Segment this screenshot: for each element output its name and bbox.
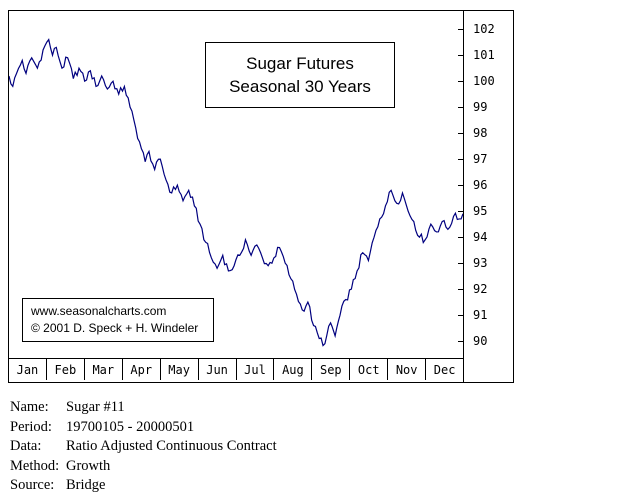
y-tick-mark-93 — [458, 263, 463, 264]
meta-value: Growth — [66, 457, 111, 474]
x-axis-month-row: Jan Feb Mar Apr May Jun Jul Aug Sep Oct Nov Dec — [9, 358, 463, 380]
meta-row-period: Period: 19700105 - 20000501 — [10, 418, 277, 438]
chart-metadata-block: Name: Sugar #11 Period: 19700105 - 20000501… — [10, 398, 277, 496]
y-tick-label-101: 101 — [473, 48, 495, 63]
y-tick-mark-100 — [458, 81, 463, 82]
meta-value: Ratio Adjusted Continuous Contract — [66, 438, 277, 454]
y-tick-mark-101 — [458, 55, 463, 56]
y-tick-mark-95 — [458, 211, 463, 212]
month-label-mar: Mar — [85, 359, 123, 380]
y-tick-mark-92 — [458, 289, 463, 290]
y-tick-label-98: 98 — [473, 126, 488, 141]
meta-row-name: Name: Sugar #11 — [10, 398, 277, 418]
seasonal-line-chart — [9, 38, 463, 347]
y-axis-divider — [463, 11, 464, 382]
chart-frame: Sugar Futures Seasonal 30 Years www.seas… — [8, 10, 514, 383]
month-label-aug: Aug — [274, 359, 313, 380]
y-tick-label-93: 93 — [473, 256, 488, 271]
watermark-copyright: © 2001 D. Speck + H. Windeler — [31, 321, 199, 335]
y-tick-mark-96 — [458, 185, 463, 186]
month-label-may: May — [161, 359, 199, 380]
month-label-jun: Jun — [199, 359, 237, 380]
month-label-jan: Jan — [9, 359, 47, 380]
y-tick-mark-102 — [458, 29, 463, 30]
y-tick-mark-94 — [458, 237, 463, 238]
month-label-feb: Feb — [47, 359, 85, 380]
y-tick-label-102: 102 — [473, 22, 495, 37]
meta-label: Source: — [10, 477, 55, 493]
y-tick-mark-90 — [458, 341, 463, 342]
meta-label: Name: — [10, 399, 49, 415]
meta-row-method: Method: Growth — [10, 457, 277, 477]
month-label-nov: Nov — [388, 359, 427, 380]
y-tick-mark-99 — [458, 107, 463, 108]
y-tick-label-91: 91 — [473, 308, 488, 323]
y-tick-label-97: 97 — [473, 152, 488, 167]
meta-label: Method: — [10, 457, 60, 474]
y-tick-mark-97 — [458, 159, 463, 160]
chart-title-box: Sugar Futures Seasonal 30 Years — [205, 42, 395, 108]
month-label-dec: Dec — [433, 362, 456, 377]
y-tick-mark-91 — [458, 315, 463, 316]
meta-row-data: Data: Ratio Adjusted Continuous Contract — [10, 437, 277, 457]
price-line — [9, 38, 463, 347]
watermark-url: www.seasonalcharts.com — [31, 304, 167, 318]
meta-row-source: Source: Bridge — [10, 476, 277, 496]
month-label-oct: Oct — [350, 359, 389, 380]
y-tick-label-94: 94 — [473, 230, 488, 245]
chart-title-line2: Seasonal 30 Years — [229, 76, 371, 96]
watermark-box: www.seasonalcharts.com © 2001 D. Speck +… — [22, 298, 214, 342]
month-label-sep: Sep — [312, 359, 351, 380]
y-tick-label-99: 99 — [473, 100, 488, 115]
meta-label: Data: — [10, 438, 42, 454]
chart-title-line1: Sugar Futures — [246, 53, 354, 73]
meta-value: Bridge — [66, 477, 106, 493]
y-tick-label-90: 90 — [473, 334, 488, 349]
meta-value: Sugar #11 — [66, 399, 125, 415]
month-label-apr: Apr — [123, 359, 161, 380]
y-tick-label-100: 100 — [473, 74, 495, 89]
month-label-jul: Jul — [237, 359, 275, 380]
y-tick-label-95: 95 — [473, 204, 488, 219]
y-tick-label-96: 96 — [473, 178, 488, 193]
plot-area: Sugar Futures Seasonal 30 Years www.seas… — [9, 11, 463, 358]
y-tick-label-92: 92 — [473, 282, 488, 297]
meta-value: 19700105 - 20000501 — [66, 418, 195, 435]
y-tick-mark-98 — [458, 133, 463, 134]
meta-label: Period: — [10, 418, 52, 435]
